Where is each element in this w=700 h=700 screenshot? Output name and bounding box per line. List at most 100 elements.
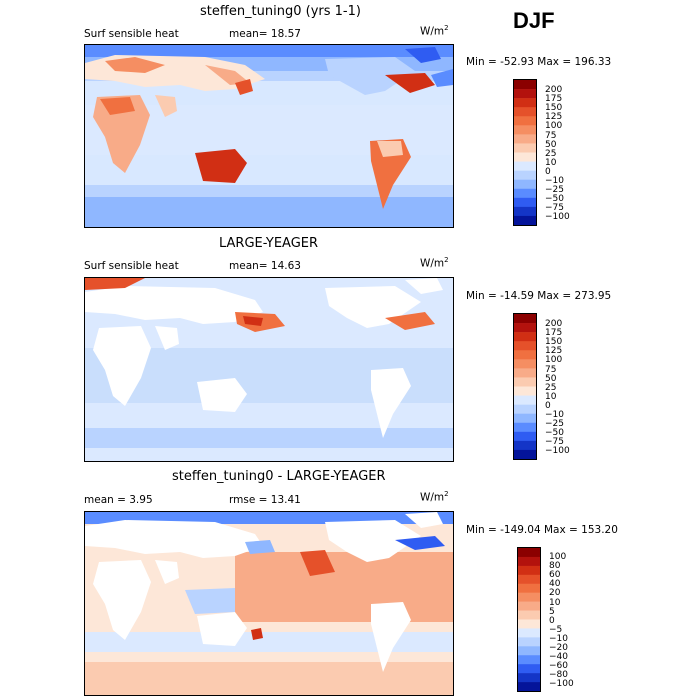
panel-2-colorbar xyxy=(513,313,537,460)
colorbar-swatch xyxy=(514,314,536,324)
colorbar-label: 50 xyxy=(545,373,557,384)
colorbar-label: 200 xyxy=(545,85,563,95)
colorbar-label: 50 xyxy=(545,139,557,150)
colorbar-swatch xyxy=(514,161,536,171)
colorbar-label: 80 xyxy=(549,561,561,572)
colorbar-swatch xyxy=(514,449,536,460)
colorbar-label: 100 xyxy=(545,355,563,366)
colorbar-swatch xyxy=(514,188,536,199)
colorbar-label: 75 xyxy=(545,130,557,141)
colorbar-swatch xyxy=(518,565,540,576)
panel-3-colorbar-swatches xyxy=(518,548,540,692)
colorbar-swatch xyxy=(518,628,540,638)
colorbar-swatch xyxy=(514,215,536,226)
panel-1-colorbar xyxy=(513,79,537,226)
panel-1-map-svg xyxy=(85,45,453,227)
colorbar-swatch xyxy=(518,655,540,665)
colorbar-swatch xyxy=(514,422,536,433)
colorbar-label: 200 xyxy=(545,319,563,329)
colorbar-swatch xyxy=(518,637,540,647)
colorbar-swatch xyxy=(518,592,540,602)
colorbar-swatch xyxy=(514,152,536,162)
colorbar-swatch xyxy=(514,341,536,351)
colorbar-label: 25 xyxy=(545,148,557,159)
panel-2-units: W/m2 xyxy=(420,256,449,270)
panel-3-colorbar xyxy=(517,547,541,692)
colorbar-swatch xyxy=(518,556,540,567)
colorbar-swatch xyxy=(514,80,536,90)
colorbar-swatch xyxy=(514,125,536,135)
colorbar-label: 5 xyxy=(549,606,555,617)
colorbar-swatch xyxy=(514,350,536,360)
colorbar-swatch xyxy=(514,377,536,387)
colorbar-label: 60 xyxy=(549,570,561,581)
colorbar-label: −100 xyxy=(545,446,570,457)
colorbar-swatch xyxy=(518,610,540,620)
panel-3-mean: mean = 3.95 xyxy=(84,494,153,506)
colorbar-label: 75 xyxy=(545,364,557,375)
panel-3-map-svg xyxy=(85,512,453,695)
panel-3-minmax: Min = -149.04 Max = 153.20 xyxy=(466,524,618,536)
colorbar-swatch xyxy=(514,98,536,108)
colorbar-swatch xyxy=(514,413,536,424)
panel-2-variable: Surf sensible heat xyxy=(84,260,179,272)
colorbar-label: 100 xyxy=(545,121,563,132)
panel-2-colorbar-swatches xyxy=(514,314,536,460)
colorbar-swatch xyxy=(514,395,536,405)
panel-1-map xyxy=(84,44,454,228)
panel-1-colorbar-swatches xyxy=(514,80,536,226)
colorbar-label: −10 xyxy=(549,633,568,644)
panel-1-variable: Surf sensible heat xyxy=(84,28,179,40)
panel-1-mean: mean= 18.57 xyxy=(229,28,301,40)
colorbar-swatch xyxy=(518,548,540,558)
colorbar-swatch xyxy=(518,601,540,611)
panel-2-map-svg xyxy=(85,278,453,461)
panel-1-minmax: Min = -52.93 Max = 196.33 xyxy=(466,56,612,68)
colorbar-label: −25 xyxy=(545,419,564,430)
colorbar-swatch xyxy=(514,386,536,396)
colorbar-label: 175 xyxy=(545,328,563,339)
colorbar-swatch xyxy=(514,404,536,414)
panel-2-mean: mean= 14.63 xyxy=(229,260,301,272)
colorbar-swatch xyxy=(518,673,540,683)
colorbar-swatch xyxy=(514,368,536,378)
colorbar-label: −25 xyxy=(545,185,564,196)
colorbar-label: 40 xyxy=(549,579,561,590)
panel-2-title: LARGE-YEAGER xyxy=(219,236,319,251)
colorbar-swatch xyxy=(514,170,536,180)
colorbar-label: 150 xyxy=(545,337,563,348)
colorbar-label: −60 xyxy=(549,661,568,672)
colorbar-swatch xyxy=(514,89,536,99)
colorbar-label: −75 xyxy=(545,203,564,214)
colorbar-swatch xyxy=(514,179,536,190)
colorbar-swatch xyxy=(518,664,540,674)
colorbar-label: 10 xyxy=(545,391,557,402)
colorbar-label: −10 xyxy=(545,176,564,186)
colorbar-label: 0 xyxy=(545,400,551,411)
colorbar-label: 150 xyxy=(545,103,563,114)
colorbar-label: −100 xyxy=(549,679,574,690)
colorbar-label: −80 xyxy=(549,670,568,681)
colorbar-swatch xyxy=(518,574,540,585)
colorbar-swatch xyxy=(514,116,536,126)
panel-1-units: W/m2 xyxy=(420,24,449,38)
panel-2-minmax: Min = -14.59 Max = 273.95 xyxy=(466,290,612,302)
panel-1-title: steffen_tuning0 (yrs 1-1) xyxy=(200,4,361,19)
panel-3-units: W/m2 xyxy=(420,490,449,504)
colorbar-label: 0 xyxy=(545,166,551,177)
colorbar-swatch xyxy=(514,143,536,153)
colorbar-swatch xyxy=(514,431,536,442)
colorbar-label: 25 xyxy=(545,382,557,393)
colorbar-swatch xyxy=(514,440,536,451)
colorbar-swatch xyxy=(518,619,540,629)
colorbar-swatch xyxy=(514,206,536,217)
colorbar-label: 100 xyxy=(549,552,567,562)
panel-3-title: steffen_tuning0 - LARGE-YEAGER xyxy=(172,469,386,484)
colorbar-label: 0 xyxy=(549,615,555,626)
colorbar-label: −5 xyxy=(549,624,563,635)
colorbar-label: −50 xyxy=(545,428,564,439)
colorbar-label: −50 xyxy=(545,194,564,205)
colorbar-swatch xyxy=(514,134,536,144)
colorbar-swatch xyxy=(514,197,536,208)
colorbar-label: 125 xyxy=(545,112,563,123)
